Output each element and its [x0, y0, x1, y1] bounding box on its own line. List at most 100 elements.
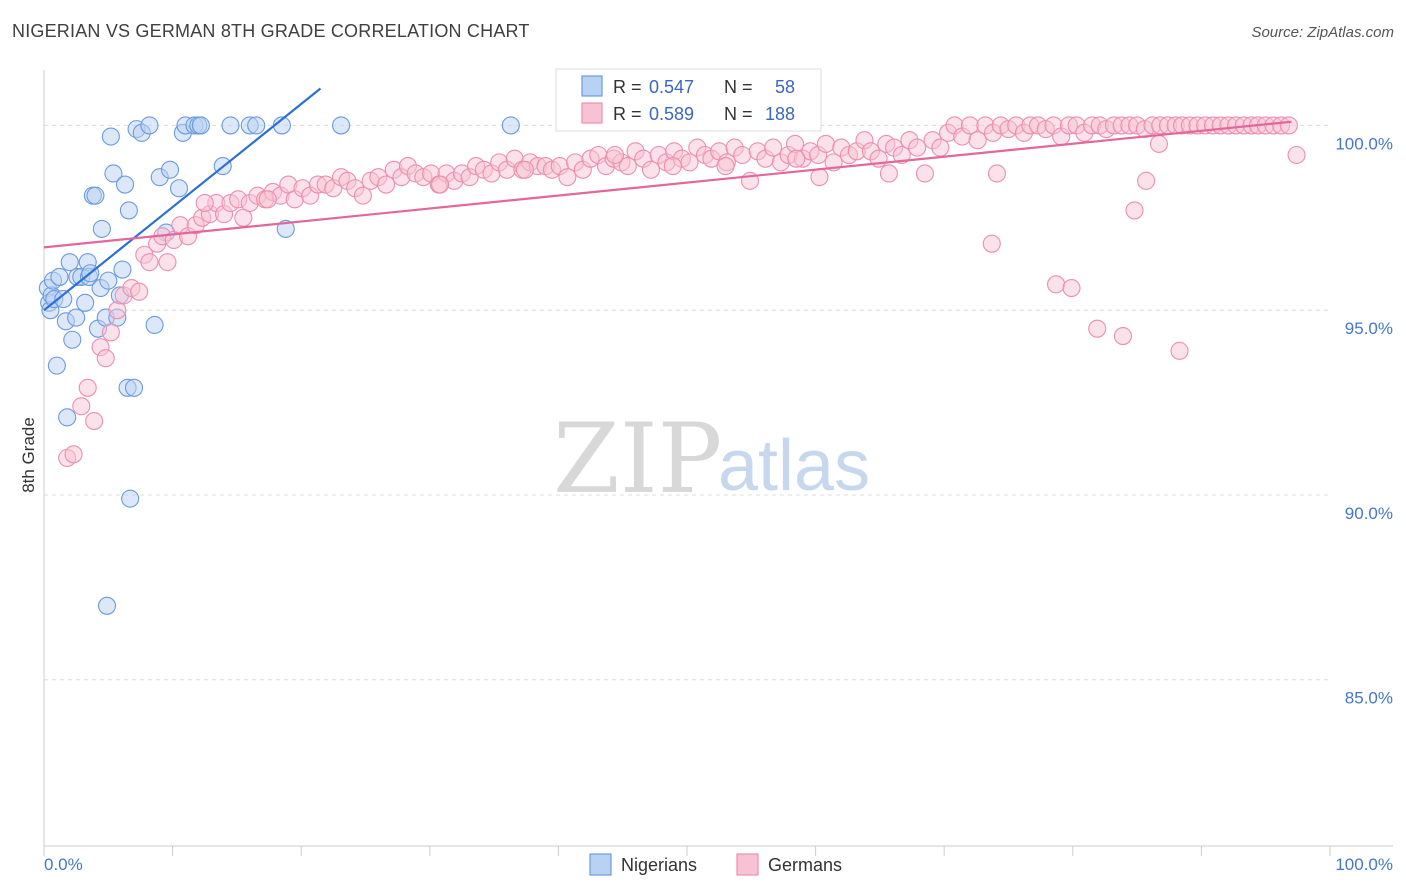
series-nigerians-points [38, 116, 520, 615]
point-nigerians [276, 219, 295, 238]
stats-legend: R = 0.547 N = 58 R = 0.589 N = 188 [555, 68, 822, 132]
point-nigerians [332, 116, 351, 135]
point-nigerians [113, 260, 132, 279]
point-germans [96, 349, 115, 368]
watermark-atlas: atlas [718, 426, 870, 506]
trend-line-germans [43, 120, 1292, 249]
point-germans [641, 160, 661, 179]
watermark-zip: ZIP [553, 403, 722, 515]
point-nigerians [169, 179, 189, 198]
point-germans [1088, 319, 1107, 338]
point-nigerians [119, 201, 138, 220]
point-germans [605, 145, 625, 165]
point-germans [1125, 201, 1144, 220]
point-nigerians [160, 160, 180, 179]
point-germans [810, 168, 829, 187]
point-nigerians [145, 315, 164, 335]
point-germans [130, 282, 149, 301]
point-germans [431, 175, 450, 194]
point-nigerians [63, 330, 82, 349]
point-germans [968, 131, 987, 150]
point-germans [787, 149, 806, 168]
point-nigerians [99, 271, 118, 290]
point-nigerians [221, 116, 240, 135]
point-nigerians [76, 293, 95, 312]
chart-title: NIGERIAN VS GERMAN 8TH GRADE CORRELATION… [12, 21, 530, 41]
legend-label-nigerians: Nigerians [621, 855, 697, 875]
point-germans [1137, 171, 1156, 190]
point-germans [515, 160, 535, 179]
point-germans [618, 157, 637, 176]
point-germans [258, 190, 277, 209]
chart-source: Source: ZipAtlas.com [1251, 24, 1394, 41]
point-nigerians [121, 489, 140, 508]
point-germans [158, 253, 177, 272]
series-legend: Nigerians Germans [589, 853, 842, 876]
point-germans [1279, 116, 1298, 135]
x-tick-label-min: 0.0% [44, 855, 83, 874]
legend-swatch-nigerians [589, 853, 612, 876]
stats-r-value-nigerians: 0.547 [649, 77, 694, 97]
stats-n-label-nigerians: N = [724, 77, 753, 97]
point-germans [1287, 145, 1306, 165]
y-tick-labels: 100.0% 95.0% 90.0% 85.0% [1335, 134, 1393, 707]
point-germans [1062, 278, 1081, 298]
point-germans [1149, 134, 1169, 153]
point-nigerians [92, 219, 111, 238]
trend-lines [43, 87, 1292, 312]
point-nigerians [247, 116, 266, 135]
point-germans [1113, 327, 1133, 346]
y-tick-label: 100.0% [1335, 134, 1393, 153]
point-germans [733, 145, 752, 165]
y-tick-label: 85.0% [1345, 689, 1393, 708]
stats-n-value-germans: 188 [765, 104, 795, 124]
point-germans [72, 397, 91, 416]
point-germans [377, 175, 396, 194]
point-germans [879, 164, 898, 183]
point-germans [195, 193, 214, 213]
point-nigerians [124, 378, 144, 397]
series-germans-points [58, 116, 1306, 468]
point-nigerians [67, 308, 86, 327]
point-germans [663, 157, 682, 176]
point-germans [140, 253, 159, 272]
point-germans [78, 378, 97, 397]
y-tick-label: 95.0% [1345, 319, 1393, 338]
point-germans [915, 164, 934, 183]
point-nigerians [58, 408, 77, 427]
point-germans [1047, 275, 1066, 294]
point-nigerians [140, 116, 159, 135]
legend-swatch-germans [736, 853, 759, 876]
point-germans [353, 186, 372, 205]
legend-label-germans: Germans [768, 855, 842, 875]
point-germans [716, 157, 735, 176]
y-tick-label: 90.0% [1345, 504, 1393, 523]
point-nigerians [101, 127, 120, 146]
point-nigerians [191, 116, 210, 135]
point-germans [764, 138, 783, 157]
stats-swatch-nigerians [581, 75, 603, 97]
stats-swatch-germans [581, 102, 603, 124]
stats-r-label-nigerians: R = [613, 77, 642, 97]
point-nigerians [501, 116, 520, 135]
point-germans [64, 445, 83, 464]
x-tick-label-max: 100.0% [1335, 855, 1393, 874]
point-germans [816, 134, 835, 153]
point-nigerians [54, 290, 73, 309]
stats-n-label-germans: N = [724, 104, 753, 124]
point-nigerians [115, 175, 135, 194]
point-nigerians [60, 253, 79, 272]
point-nigerians [104, 164, 123, 183]
point-nigerians [97, 596, 117, 615]
point-germans [1170, 341, 1189, 360]
stats-r-value-germans: 0.589 [649, 104, 694, 124]
point-nigerians [50, 267, 69, 286]
point-germans [892, 145, 911, 165]
point-germans [85, 411, 104, 431]
point-nigerians [86, 186, 105, 205]
stats-r-label-germans: R = [613, 104, 642, 124]
y-axis-title: 8th Grade [19, 417, 38, 493]
point-germans [987, 164, 1006, 183]
point-germans [908, 138, 927, 157]
